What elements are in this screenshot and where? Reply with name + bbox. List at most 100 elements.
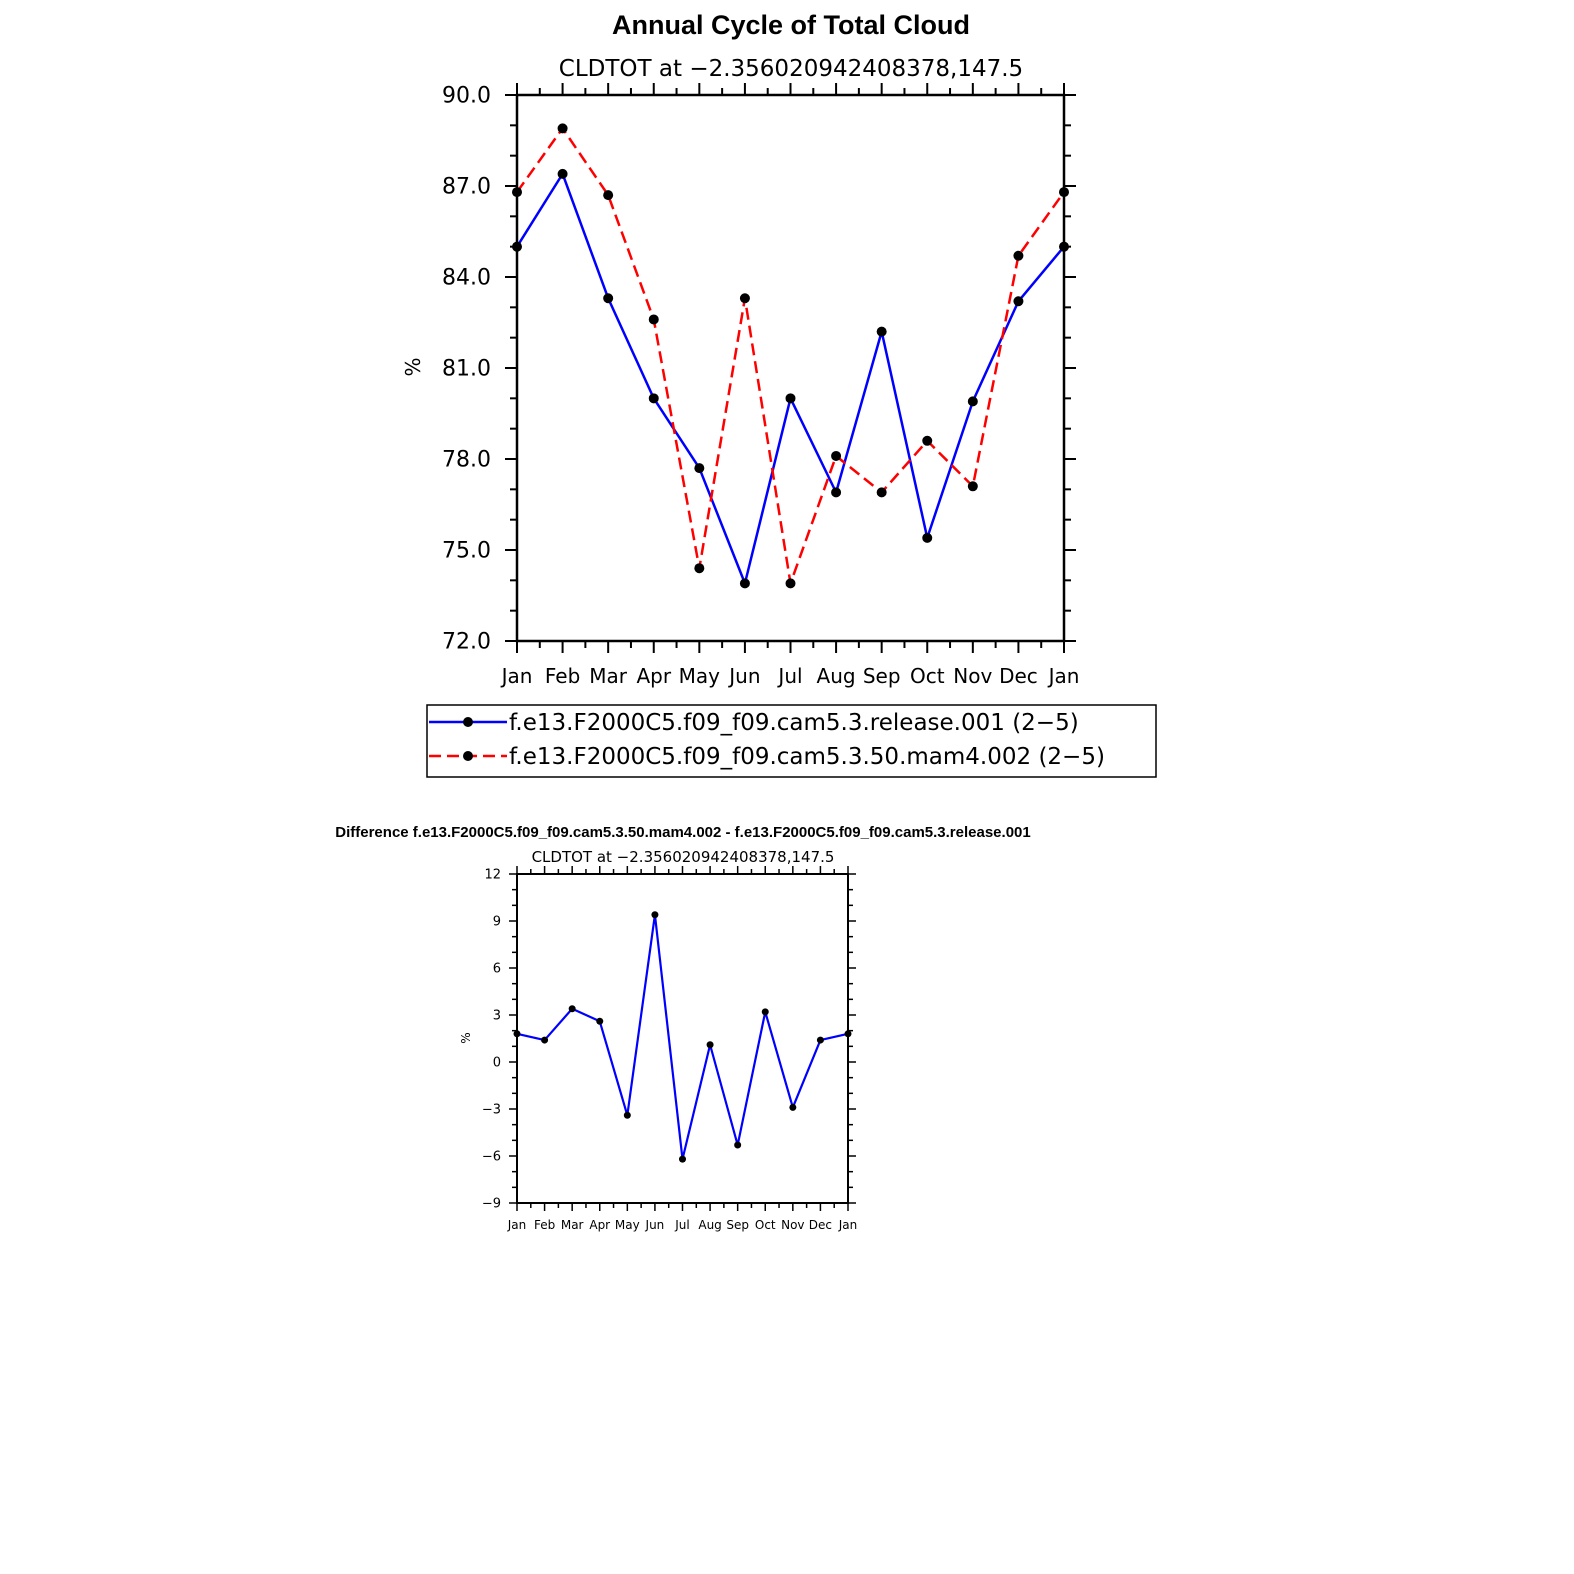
chart1-series-0-point <box>1013 296 1024 307</box>
chart1-series-1-line <box>515 127 1066 585</box>
chart1-series-0-point <box>603 293 614 304</box>
chart2-xtick-label: Aug <box>698 1218 721 1232</box>
chart1-series-1-point <box>694 563 705 574</box>
chart2-series-0-point <box>789 1103 797 1111</box>
chart2-subtitle: CLDTOT at −2.356020942408378,147.5 <box>532 848 835 866</box>
chart2-ytick-label: 12 <box>484 868 501 883</box>
chart2-xtick-label: Jan <box>838 1218 858 1232</box>
chart1-series-1-point <box>739 293 750 304</box>
chart2-series-0-point <box>706 1041 714 1049</box>
legend-label-0: f.e13.F2000C5.f09_f09.cam5.3.release.001… <box>509 710 1079 736</box>
chart1-subtitle: CLDTOT at −2.356020942408378,147.5 <box>559 56 1023 82</box>
chart1-xtick-label: Jan <box>500 664 533 688</box>
chart2-series-0-point <box>679 1155 686 1163</box>
chart2-series <box>513 911 852 1163</box>
chart1-ytick-label: 75.0 <box>442 539 491 564</box>
chart2-series-0-point <box>844 1030 852 1038</box>
chart1-series-1-point <box>1013 250 1024 261</box>
chart2-ytick-label: 0 <box>493 1056 501 1071</box>
chart1-xtick-label: Dec <box>999 664 1038 688</box>
chart2-xtick-label: Sep <box>726 1218 749 1232</box>
chart2-xtick-label: Oct <box>755 1218 776 1232</box>
chart2-series-0-point <box>651 911 659 919</box>
chart1-series-0-point <box>557 168 568 179</box>
chart2-xtick-label: Feb <box>534 1218 555 1232</box>
chart1-series-1-point <box>603 190 614 201</box>
chart1-series-1-point <box>831 450 842 461</box>
chart1-series-0-point <box>1059 241 1069 252</box>
chart2-xtick-label: Jun <box>645 1218 665 1232</box>
chart1-series-0-point <box>785 393 796 404</box>
chart2-xtick-label: Dec <box>809 1218 832 1232</box>
chart2-ytick-label: −6 <box>482 1150 501 1165</box>
chart2-ytick-label: 6 <box>493 962 501 977</box>
chart2-ytick-label: −9 <box>482 1197 501 1212</box>
chart1-series-1-point <box>785 578 796 589</box>
chart1-series-0-point <box>831 487 842 498</box>
chart1-xtick-label: Jan <box>1047 664 1080 688</box>
chart2-ylabel: % <box>459 1032 473 1043</box>
chart1-ytick-label: 81.0 <box>442 357 491 382</box>
legend-box <box>426 704 1157 778</box>
chart2-series-0-point <box>541 1036 549 1044</box>
chart1-series-1-point <box>557 123 568 134</box>
chart1-axes: Jan Feb Mar Apr May Jun Jul Aug Sep Oct Nov Dec Jan 7… <box>442 83 1079 688</box>
chart1-ytick-label: 90.0 <box>442 84 491 109</box>
chart1-xtick-label: Mar <box>589 664 628 688</box>
chart2-ytick-label: 3 <box>493 1009 501 1024</box>
chart1-ylabel: % <box>401 357 425 376</box>
chart2-series-0-point <box>761 1008 769 1016</box>
chart2-xtick-label: Jul <box>674 1218 689 1232</box>
chart1-xtick-label: Jun <box>727 664 760 688</box>
chart1-series-1-point <box>876 487 887 498</box>
chart1-series-1-point <box>922 435 933 446</box>
legend-marker-0 <box>463 717 473 727</box>
chart2-series-0-line <box>516 913 849 1161</box>
chart1-ytick-label: 72.0 <box>442 630 491 655</box>
chart1-series-0-point <box>922 532 933 543</box>
chart1-series-1-point <box>648 314 659 325</box>
chart2-axes: Jan Feb Mar Apr May Jun Jul Aug Sep Oct Nov Dec Jan−… <box>482 866 857 1232</box>
chart2-series-0-point <box>623 1111 631 1119</box>
chart1-xtick-label: Sep <box>863 664 901 688</box>
chart2-xtick-label: Mar <box>561 1218 584 1232</box>
chart1-series-1-point <box>512 187 522 198</box>
chart1-ytick-label: 78.0 <box>442 448 491 473</box>
chart1-series-0-point <box>739 578 750 589</box>
chart2-series-0-point <box>568 1005 576 1013</box>
chart2-xtick-label: May <box>615 1218 640 1232</box>
chart1-xtick-label: Feb <box>545 664 580 688</box>
chart2-series-0-point <box>734 1141 742 1149</box>
chart1-series-0-point <box>694 463 705 474</box>
chart2-ytick-label: −3 <box>482 1103 501 1118</box>
chart1-xtick-label: May <box>679 664 721 688</box>
chart1-title: Annual Cycle of Total Cloud <box>612 10 970 40</box>
chart1-xtick-label: Jul <box>776 664 802 688</box>
chart1-xtick-label: Nov <box>953 664 992 688</box>
legend-label-1: f.e13.F2000C5.f09_f09.cam5.3.50.mam4.002… <box>509 744 1105 770</box>
chart2-series-0-point <box>513 1030 521 1038</box>
chart2-xtick-label: Nov <box>781 1218 804 1232</box>
chart1-series-0-line <box>515 172 1065 585</box>
chart2-title: Difference f.e13.F2000C5.f09_f09.cam5.3.… <box>335 824 1030 841</box>
chart2-ytick-label: 9 <box>493 915 501 930</box>
chart1-legend: f.e13.F2000C5.f09_f09.cam5.3.release.001… <box>429 710 1105 770</box>
chart1-xtick-label: Apr <box>636 664 671 688</box>
chart1-series-0-point <box>967 396 978 407</box>
chart1-series <box>512 123 1069 589</box>
legend-marker-1 <box>463 751 473 761</box>
chart1-series-0-point <box>512 241 522 252</box>
chart2-series-0-point <box>596 1017 604 1025</box>
chart1-series-1-point <box>967 481 978 492</box>
chart1-series-0-point <box>648 393 659 404</box>
chart1-ytick-label: 84.0 <box>442 266 491 291</box>
chart1-ytick-label: 87.0 <box>442 175 491 200</box>
chart1-series-1-point <box>1059 187 1069 198</box>
chart1-frame <box>515 93 1066 643</box>
chart1-xtick-label: Aug <box>817 664 856 688</box>
chart2-xtick-label: Jan <box>507 1218 527 1232</box>
chart2-series-0-point <box>816 1036 824 1044</box>
chart1-series-0-point <box>876 326 887 337</box>
chart1-xtick-label: Oct <box>910 664 945 688</box>
